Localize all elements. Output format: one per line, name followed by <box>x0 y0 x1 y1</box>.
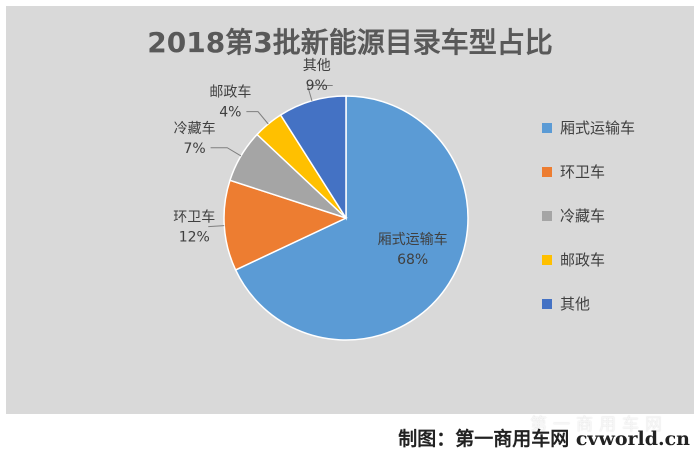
pie-slice-0 <box>234 95 469 341</box>
legend-label-2: 冷藏车 <box>560 207 605 225</box>
chart-title: 2018第3批新能源目录车型占比 <box>147 26 552 59</box>
data-label-value-4: 9% <box>306 78 328 94</box>
data-labels: 厢式运输车 68% 环卫车 12% 冷藏车 7% 邮政车 4% 其他 9% <box>173 58 447 268</box>
data-label-category-0: 厢式运输车 <box>378 231 448 248</box>
data-label-value-3: 4% <box>219 104 241 120</box>
leader-line-3 <box>246 111 269 125</box>
data-label-value-0: 68% <box>397 252 428 268</box>
legend-label-0: 厢式运输车 <box>560 119 635 137</box>
pie-chart: 2018第3批新能源目录车型占比 厢式运输车 68% 环卫车 12% 冷藏车 7% 邮政车 4… <box>147 26 635 341</box>
chart-panel: 2018第3批新能源目录车型占比 厢式运输车 68% 环卫车 12% 冷藏车 7% 邮政车 4… <box>6 6 694 414</box>
data-label-value-2: 7% <box>183 141 205 157</box>
legend-label-4: 其他 <box>560 295 590 313</box>
legend-label-1: 环卫车 <box>560 163 605 181</box>
leader-line-4 <box>306 84 333 101</box>
data-label-category-4: 其他 <box>303 58 331 74</box>
leader-line-2 <box>210 147 242 157</box>
legend-label-3: 邮政车 <box>560 251 605 269</box>
leader-lines <box>208 84 333 228</box>
pie-slices <box>223 95 469 341</box>
watermark: 第一商用车网 <box>530 415 668 435</box>
legend-swatch-0 <box>542 123 552 133</box>
data-label-category-1: 环卫车 <box>173 208 215 225</box>
credit-text: 制图：第一商用车网 cvworld.cn <box>398 428 690 450</box>
legend-swatch-3 <box>542 255 552 265</box>
leader-line-1 <box>208 225 225 228</box>
legend-swatch-2 <box>542 211 552 221</box>
legend-swatch-1 <box>542 167 552 177</box>
legend-swatch-4 <box>542 299 552 309</box>
data-label-category-2: 冷藏车 <box>174 120 216 137</box>
data-label-category-3: 邮政车 <box>209 83 251 100</box>
data-label-value-1: 12% <box>179 229 210 245</box>
